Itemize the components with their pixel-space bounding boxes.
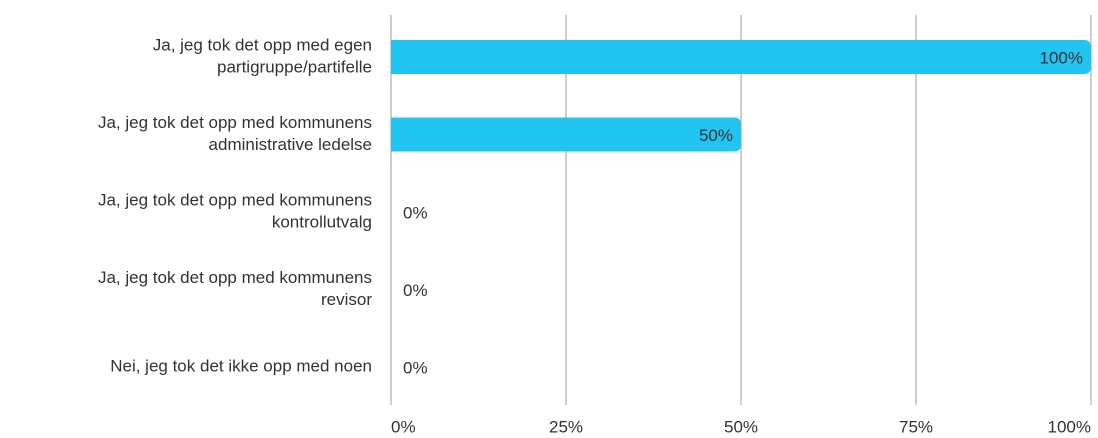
x-tick-label: 100% (1048, 417, 1091, 436)
y-tick-label: revisor (321, 290, 372, 309)
x-tick-label: 50% (724, 417, 758, 436)
value-label: 0% (403, 281, 428, 300)
x-tick-label: 25% (549, 417, 583, 436)
y-tick-label: Ja, jeg tok det opp med kommunens (98, 268, 372, 287)
value-label: 0% (403, 358, 428, 377)
y-tick-label: Nei, jeg tok det ikke opp med noen (110, 356, 372, 375)
bar (391, 40, 1091, 74)
x-tick-label: 0% (391, 417, 416, 436)
value-label: 100% (1040, 48, 1083, 67)
value-label: 0% (403, 203, 428, 222)
y-tick-label: partigruppe/partifelle (217, 57, 372, 76)
y-tick-label: Ja, jeg tok det opp med kommunens (98, 113, 372, 132)
y-tick-label: kontrollutvalg (272, 212, 372, 231)
y-tick-label: Ja, jeg tok det opp med egen (153, 35, 372, 54)
value-label: 50% (699, 126, 733, 145)
y-tick-label: administrative ledelse (209, 135, 372, 154)
x-tick-label: 75% (899, 417, 933, 436)
bar (391, 117, 741, 152)
y-tick-label: Ja, jeg tok det opp med kommunens (98, 190, 372, 209)
